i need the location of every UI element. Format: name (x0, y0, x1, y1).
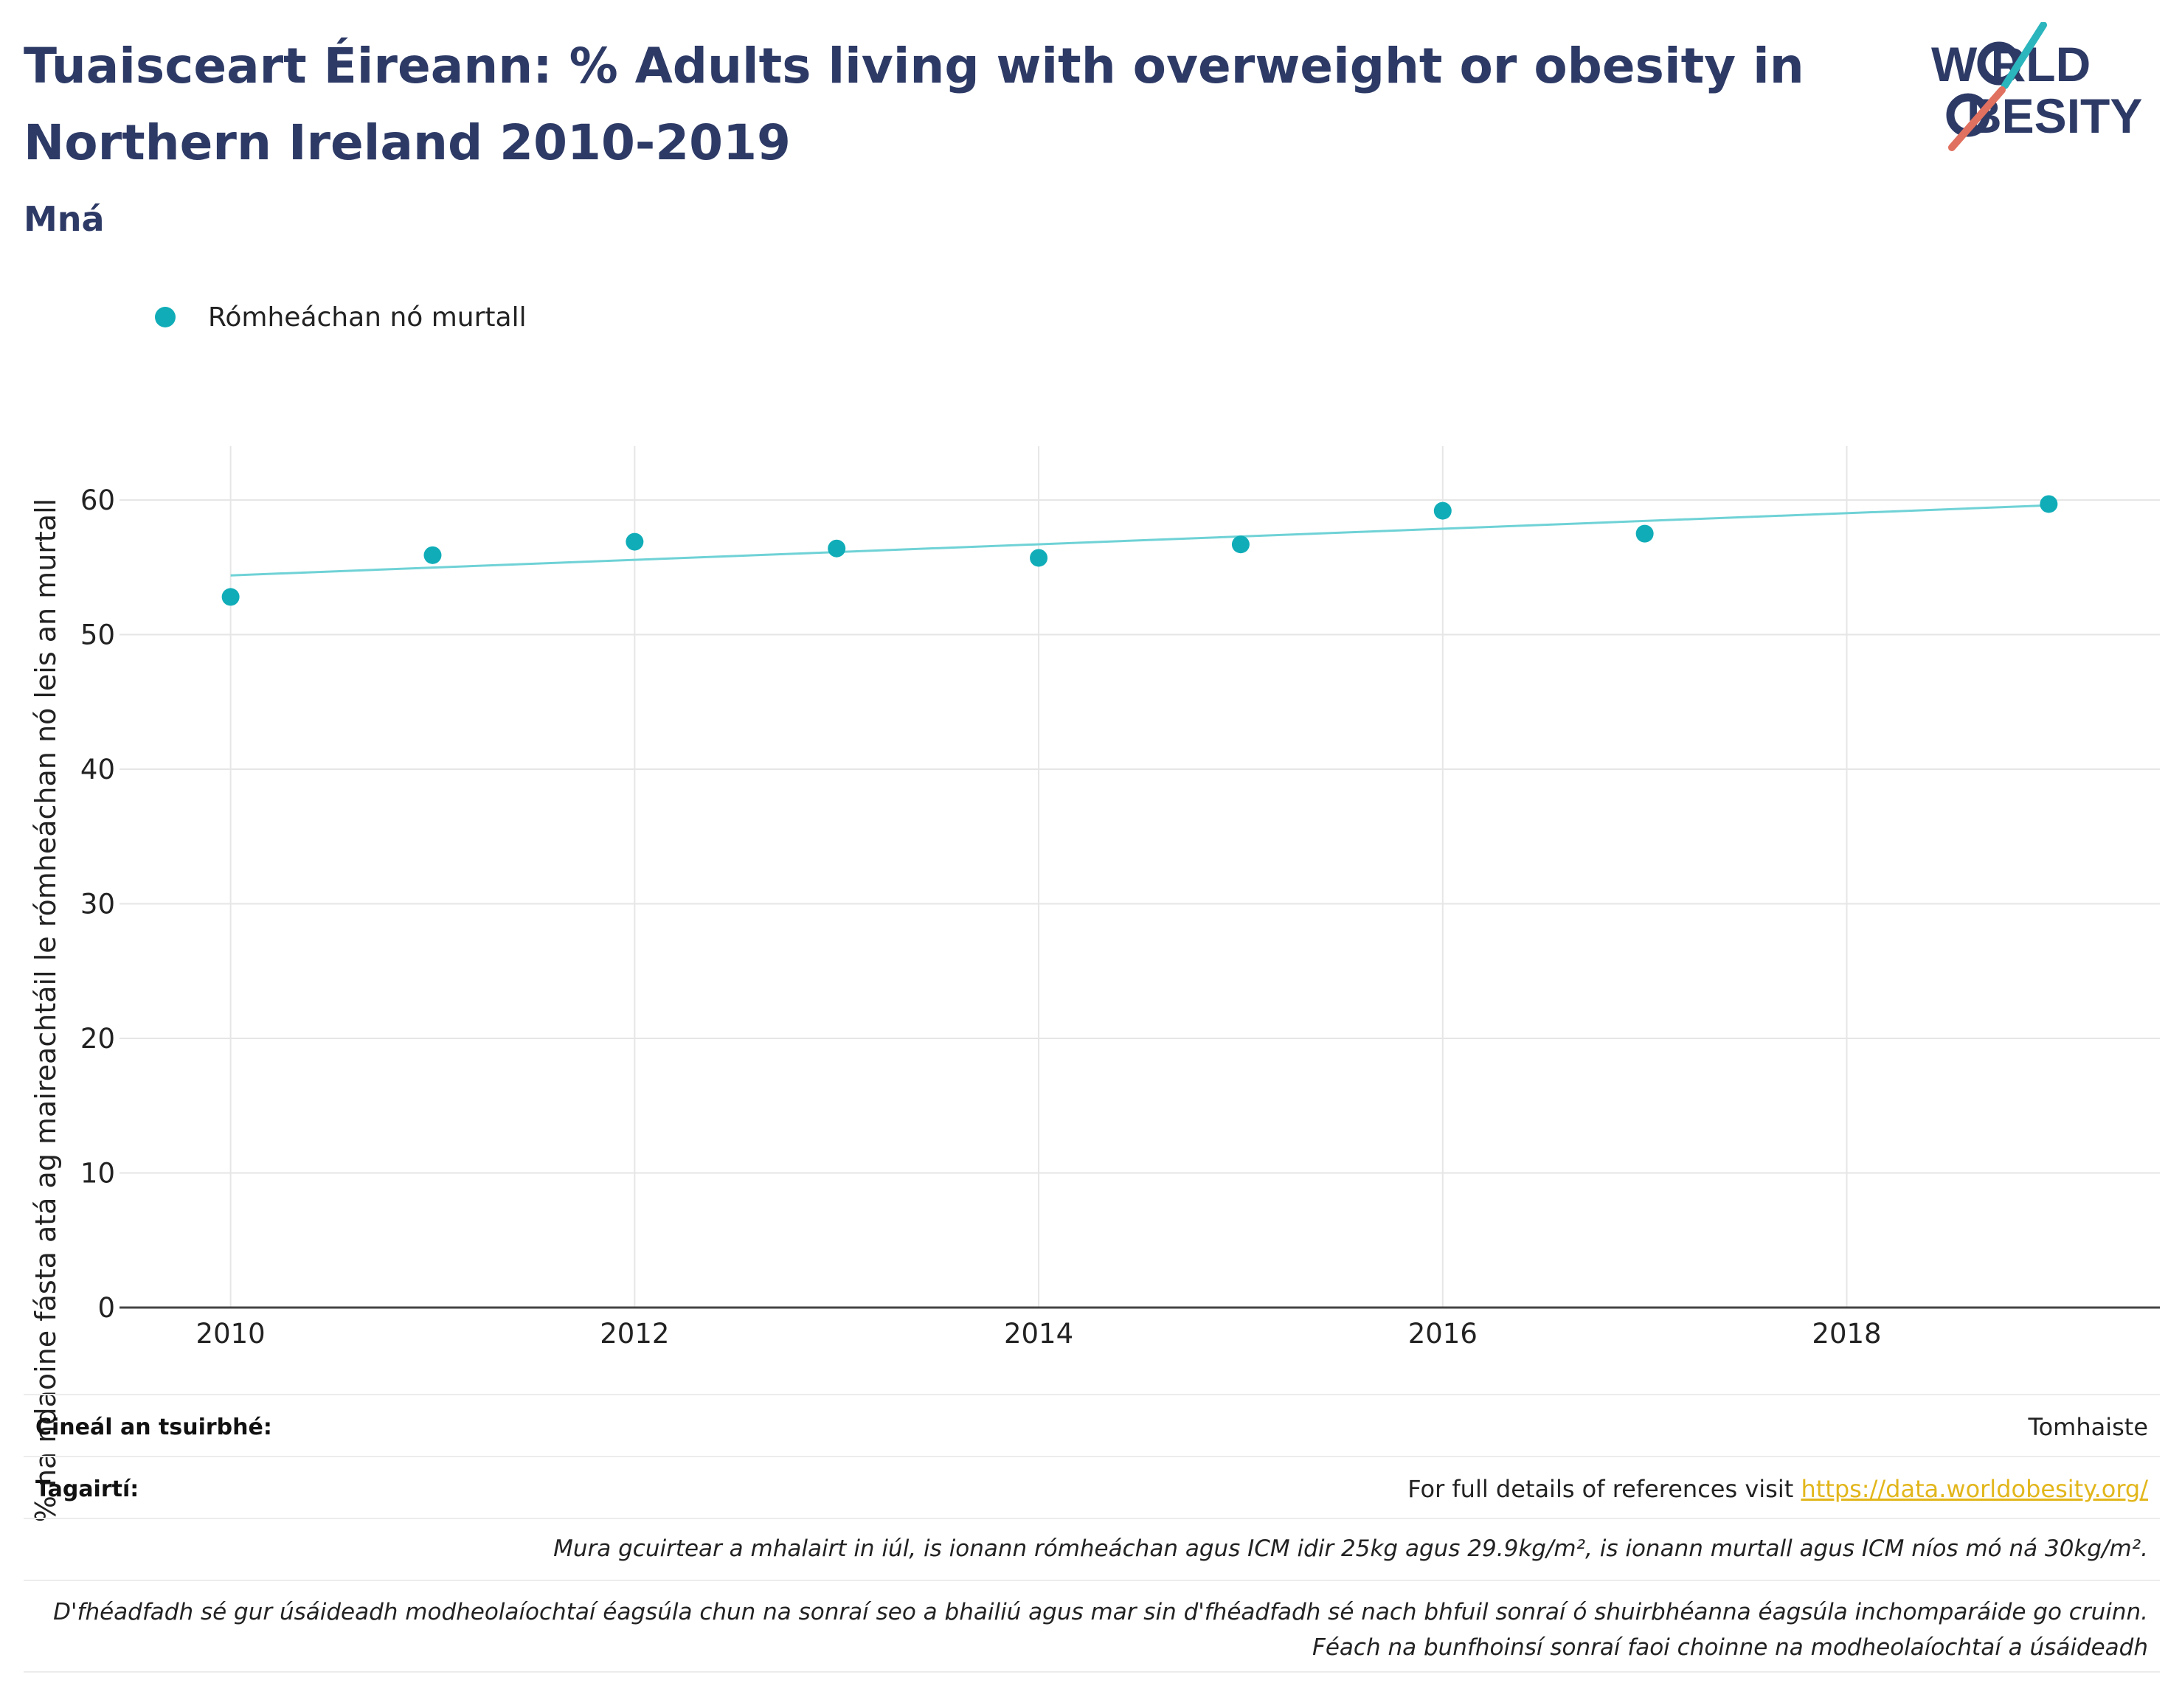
data-point (1433, 501, 1452, 520)
legend-label: Rómheáchan nó murtall (208, 302, 527, 333)
trend-line (230, 504, 2049, 577)
grid-lines (120, 446, 2160, 1308)
x-tick-label: 2010 (196, 1318, 266, 1350)
y-tick-label: 30 (80, 889, 115, 920)
axes: 2010 2012 2014 2016 2018 0 10 20 30 40 50 60 (80, 485, 2160, 1350)
references-text: For full details of references visit (1407, 1475, 1801, 1503)
chart-subtitle: Mná (24, 199, 105, 239)
data-point (2040, 495, 2058, 513)
meta-survey-type-row: Cineál an tsuirbhé: Tomhaiste (24, 1394, 2160, 1456)
x-tick-label: 2014 (1004, 1318, 1073, 1350)
footnote-methodology-line-1: D'fhéadfadh sé gur úsáideadh modheolaíoc… (53, 1599, 2148, 1625)
data-point (423, 546, 442, 564)
footnote-methodology: D'fhéadfadh sé gur úsáideadh modheolaíoc… (24, 1594, 2148, 1665)
x-tick-label: 2012 (600, 1318, 669, 1350)
footnote-definitions: Mura gcuirtear a mhalairt in iúl, is ion… (553, 1535, 2148, 1562)
data-point (221, 588, 240, 606)
y-tick-label: 20 (80, 1023, 115, 1055)
survey-type-value: Tomhaiste (2028, 1413, 2148, 1441)
references-label: Tagairtí: (35, 1476, 139, 1502)
references-link[interactable]: https://data.worldobesity.org/ (1801, 1475, 2148, 1503)
meta-note-row-2 (24, 1580, 2160, 1673)
x-tick-label: 2016 (1408, 1318, 1478, 1350)
world-obesity-logo: W RLD BESITY (1931, 22, 2142, 151)
y-tick-label: 0 (97, 1292, 115, 1324)
data-point (1231, 535, 1250, 554)
references-value: For full details of references visit htt… (1407, 1475, 2148, 1503)
x-tick-label: 2018 (1812, 1318, 1881, 1350)
data-point (828, 539, 846, 558)
data-point (1030, 549, 1048, 567)
data-points (221, 495, 2058, 606)
meta-references-row: Tagairtí: For full details of references… (24, 1456, 2160, 1518)
y-tick-label: 60 (80, 485, 115, 516)
logo-line-1: W RLD (1931, 37, 2091, 91)
data-point (626, 532, 644, 551)
trend-layer (230, 504, 2049, 577)
meta-note-row-1 (24, 1518, 2160, 1580)
y-tick-label: 40 (80, 754, 115, 785)
y-tick-label: 50 (80, 619, 115, 651)
y-tick-label: 10 (80, 1158, 115, 1190)
survey-type-label: Cineál an tsuirbhé: (35, 1414, 272, 1440)
scatter-chart: 2010 2012 2014 2016 2018 0 10 20 30 40 50 60 (80, 446, 2160, 1350)
footnote-methodology-line-2: Féach na bunfhoinsí sonraí faoi choinne … (1312, 1634, 2148, 1661)
footer-divider (24, 1671, 2160, 1674)
legend-marker-icon (155, 307, 176, 327)
logo-slash-teal (2001, 22, 2047, 89)
chart-title: Tuaisceart Éireann: % Adults living with… (24, 38, 1804, 171)
data-point (1635, 524, 1654, 543)
legend: Rómheáchan nó murtall (155, 295, 527, 339)
logo-slash-red (1948, 86, 2006, 151)
